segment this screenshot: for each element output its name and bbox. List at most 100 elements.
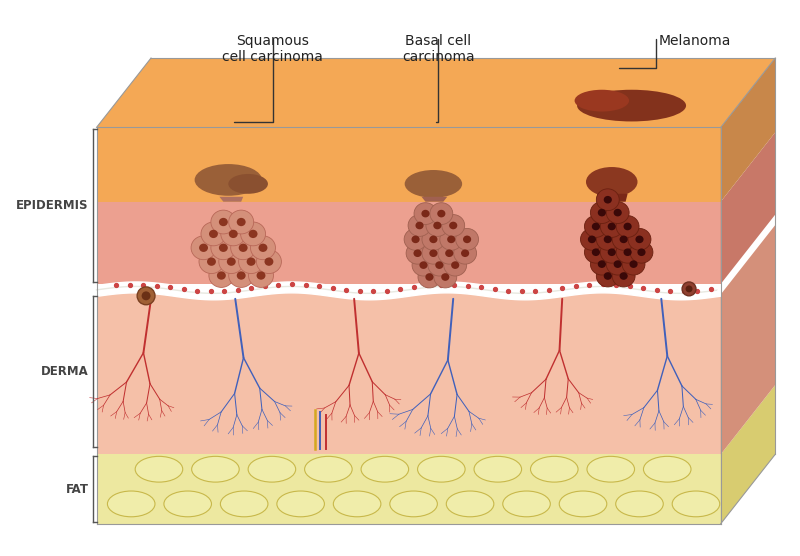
Ellipse shape [619, 272, 628, 280]
Ellipse shape [616, 216, 639, 237]
Ellipse shape [592, 249, 600, 256]
Ellipse shape [592, 222, 600, 230]
Text: Melanoma: Melanoma [658, 34, 730, 48]
Ellipse shape [449, 222, 458, 229]
Ellipse shape [435, 261, 443, 269]
Ellipse shape [207, 257, 216, 266]
Ellipse shape [194, 164, 262, 196]
Polygon shape [721, 132, 775, 284]
Ellipse shape [408, 215, 431, 236]
Ellipse shape [414, 203, 437, 225]
Ellipse shape [246, 257, 255, 266]
Ellipse shape [623, 222, 632, 230]
Ellipse shape [444, 254, 466, 276]
Ellipse shape [257, 250, 282, 274]
Ellipse shape [451, 261, 459, 269]
Ellipse shape [211, 236, 236, 260]
Ellipse shape [604, 196, 612, 203]
Ellipse shape [218, 250, 244, 274]
Ellipse shape [600, 216, 623, 237]
Ellipse shape [442, 215, 465, 236]
Ellipse shape [606, 253, 629, 275]
Polygon shape [97, 127, 721, 202]
Ellipse shape [426, 273, 434, 281]
Ellipse shape [414, 250, 422, 257]
Ellipse shape [623, 249, 632, 256]
Polygon shape [97, 58, 775, 127]
Text: FAT: FAT [66, 483, 89, 495]
Ellipse shape [334, 491, 381, 517]
Ellipse shape [643, 456, 691, 482]
Ellipse shape [404, 229, 427, 250]
Text: DERMA: DERMA [41, 365, 89, 378]
Ellipse shape [574, 90, 629, 112]
Ellipse shape [612, 265, 635, 287]
Ellipse shape [217, 271, 226, 280]
Ellipse shape [686, 285, 693, 292]
Ellipse shape [415, 222, 424, 229]
Ellipse shape [142, 291, 150, 300]
Ellipse shape [598, 260, 606, 268]
Ellipse shape [445, 250, 454, 257]
Polygon shape [219, 197, 243, 202]
Ellipse shape [250, 236, 275, 260]
Ellipse shape [596, 229, 619, 250]
Ellipse shape [598, 209, 606, 216]
Ellipse shape [616, 241, 639, 263]
Ellipse shape [614, 209, 622, 216]
Ellipse shape [630, 260, 638, 268]
Ellipse shape [604, 272, 612, 280]
Ellipse shape [229, 230, 238, 238]
Ellipse shape [265, 257, 274, 266]
Polygon shape [721, 221, 775, 454]
Ellipse shape [227, 257, 236, 266]
Ellipse shape [219, 218, 228, 226]
Ellipse shape [596, 189, 619, 211]
Ellipse shape [422, 229, 445, 250]
Ellipse shape [604, 236, 612, 243]
Ellipse shape [426, 215, 449, 236]
Ellipse shape [191, 236, 216, 260]
Ellipse shape [257, 271, 266, 280]
Ellipse shape [164, 491, 211, 517]
Ellipse shape [418, 266, 441, 288]
Polygon shape [422, 197, 447, 202]
Ellipse shape [192, 456, 239, 482]
Ellipse shape [447, 236, 455, 243]
Ellipse shape [406, 242, 429, 264]
Ellipse shape [199, 250, 224, 274]
Ellipse shape [590, 202, 614, 224]
Ellipse shape [405, 170, 462, 198]
Text: Squamous
cell carcinoma: Squamous cell carcinoma [222, 34, 323, 64]
Ellipse shape [390, 491, 438, 517]
Ellipse shape [237, 271, 246, 280]
Ellipse shape [228, 174, 268, 194]
Ellipse shape [581, 229, 603, 250]
Ellipse shape [442, 273, 450, 281]
Ellipse shape [606, 202, 629, 224]
Ellipse shape [230, 236, 256, 260]
Ellipse shape [430, 236, 438, 243]
Ellipse shape [422, 242, 445, 264]
Ellipse shape [577, 90, 686, 121]
Ellipse shape [238, 244, 248, 252]
Ellipse shape [412, 254, 435, 276]
Ellipse shape [201, 222, 226, 246]
Polygon shape [721, 58, 775, 202]
Ellipse shape [530, 456, 578, 482]
Ellipse shape [418, 456, 465, 482]
Ellipse shape [456, 229, 478, 250]
Ellipse shape [107, 491, 155, 517]
Ellipse shape [463, 236, 471, 243]
Text: EPIDERMIS: EPIDERMIS [16, 199, 89, 212]
Ellipse shape [600, 241, 623, 263]
Ellipse shape [422, 210, 430, 217]
Ellipse shape [474, 456, 522, 482]
Ellipse shape [588, 236, 596, 243]
Ellipse shape [438, 210, 446, 217]
Ellipse shape [440, 229, 462, 250]
Ellipse shape [619, 236, 628, 243]
Ellipse shape [638, 249, 646, 256]
Ellipse shape [241, 222, 266, 246]
Ellipse shape [502, 491, 550, 517]
